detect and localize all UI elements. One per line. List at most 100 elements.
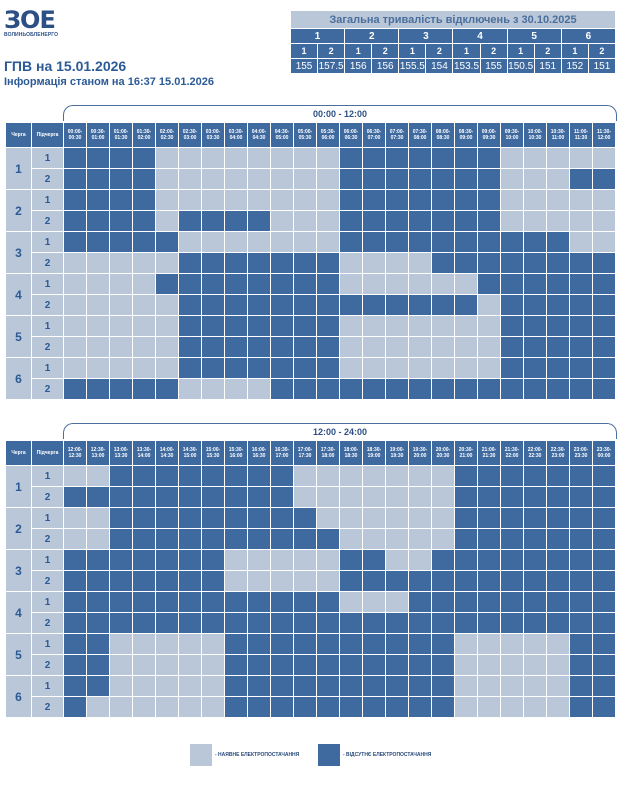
slot-outage	[132, 378, 156, 400]
slot-power	[523, 210, 547, 232]
slot-outage	[247, 357, 271, 379]
subqueue-label: 1	[31, 231, 64, 253]
slot-outage	[293, 315, 317, 337]
slot-outage	[201, 591, 225, 613]
summary-queue-2: 2	[344, 28, 400, 44]
slot-outage	[454, 528, 478, 550]
slot-outage	[431, 294, 455, 316]
slot-power	[546, 210, 570, 232]
slot-outage	[247, 294, 271, 316]
slot-power	[224, 168, 248, 190]
slot-power	[224, 378, 248, 400]
slot-power	[362, 486, 386, 508]
slot-power	[339, 252, 363, 274]
slot-power	[362, 273, 386, 295]
slot-outage	[316, 294, 340, 316]
slot-outage	[523, 528, 547, 550]
slot-outage	[431, 231, 455, 253]
slot-outage	[454, 486, 478, 508]
slot-outage	[523, 507, 547, 529]
time-slot-header: 12:00-12:30	[63, 440, 87, 466]
slot-outage	[155, 528, 179, 550]
slot-outage	[316, 378, 340, 400]
slot-outage	[431, 252, 455, 274]
slot-outage	[86, 549, 110, 571]
slot-outage	[293, 612, 317, 634]
slot-outage	[86, 189, 110, 211]
slot-power	[569, 147, 593, 169]
slot-outage	[63, 168, 87, 190]
summary-subqueue: 2	[533, 43, 562, 59]
time-slot-header: 18:00-18:30	[339, 440, 363, 466]
slot-power	[178, 633, 202, 655]
slot-power	[546, 168, 570, 190]
slot-power	[316, 549, 340, 571]
time-slot-header: 14:30-15:00	[178, 440, 202, 466]
slot-outage	[500, 378, 524, 400]
slot-power	[109, 252, 133, 274]
slot-outage	[385, 654, 409, 676]
slot-outage	[408, 633, 432, 655]
slot-outage	[592, 675, 616, 697]
slot-power	[109, 315, 133, 337]
summary-value: 157.5	[317, 58, 346, 74]
slot-outage	[109, 528, 133, 550]
queue-label: 5	[5, 633, 32, 676]
slot-power	[247, 147, 271, 169]
slot-outage	[178, 210, 202, 232]
slot-power	[500, 675, 524, 697]
slot-power	[316, 486, 340, 508]
slot-outage	[201, 336, 225, 358]
time-slot-header: 13:30-14:00	[132, 440, 156, 466]
slot-outage	[155, 486, 179, 508]
slot-outage	[362, 654, 386, 676]
slot-outage	[109, 549, 133, 571]
slot-power	[293, 168, 317, 190]
slot-power	[362, 252, 386, 274]
slot-outage	[523, 231, 547, 253]
slot-outage	[362, 378, 386, 400]
time-slot-header: 14:00-14:30	[155, 440, 179, 466]
slot-outage	[362, 549, 386, 571]
slot-outage	[546, 465, 570, 487]
slot-power	[339, 315, 363, 337]
slot-power	[247, 168, 271, 190]
slot-power	[63, 273, 87, 295]
slot-power	[385, 507, 409, 529]
slot-outage	[316, 528, 340, 550]
slot-outage	[592, 654, 616, 676]
slot-outage	[408, 294, 432, 316]
slot-outage	[270, 357, 294, 379]
time-slot-header: 06:00-06:30	[339, 122, 363, 148]
slot-outage	[523, 465, 547, 487]
schedule-row: 2	[6, 252, 616, 274]
slot-outage	[178, 570, 202, 592]
slot-power	[63, 252, 87, 274]
summary-subqueue: 1	[560, 43, 589, 59]
slot-outage	[247, 528, 271, 550]
slot-outage	[500, 465, 524, 487]
slot-outage	[270, 675, 294, 697]
slot-outage	[592, 591, 616, 613]
schedule-row: 2	[6, 528, 616, 550]
time-slot-header: 10:00-10:30	[523, 122, 547, 148]
time-slot-header: 05:00-05:30	[293, 122, 317, 148]
summary-value: 153.5	[452, 58, 481, 74]
slot-power	[270, 210, 294, 232]
slot-outage	[155, 465, 179, 487]
slot-power	[63, 357, 87, 379]
slot-power	[500, 696, 524, 718]
slot-outage	[178, 294, 202, 316]
slot-outage	[339, 612, 363, 634]
slot-outage	[385, 231, 409, 253]
slot-outage	[293, 357, 317, 379]
slot-outage	[316, 654, 340, 676]
slot-outage	[339, 654, 363, 676]
slot-outage	[569, 570, 593, 592]
queue-label: 6	[5, 357, 32, 400]
slot-outage	[178, 528, 202, 550]
